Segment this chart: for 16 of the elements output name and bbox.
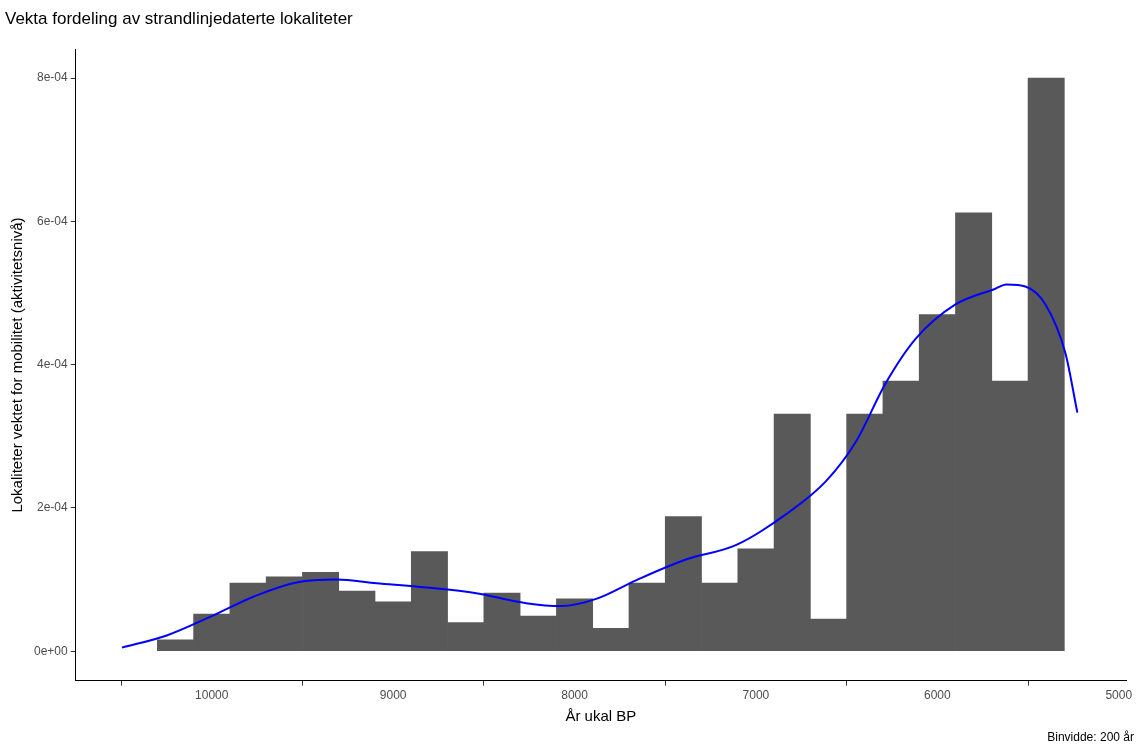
x-tick-label: 8000 [561,688,589,703]
y-tick-label: 2e-04 [37,500,69,515]
chart-title: Vekta fordeling av strandlinjedaterte lokaliteter [5,8,354,28]
y-tick-label: 8e-04 [37,70,69,85]
y-tick-label: 6e-04 [37,213,69,228]
x-tick-label: 7000 [742,688,770,703]
text: Binvidde: 200 år [1047,730,1134,745]
x-axis-title: År ukal BP [565,707,637,725]
y-axis-title: Lokaliteter vektet for mobilitet (aktivitetsnivå) [8,217,26,513]
x-tick-label: 9000 [379,688,407,703]
x-tick-label: 5000 [1105,688,1133,703]
y-tick-label: 0e+00 [34,643,69,658]
y-tick-label: 4e-04 [37,356,69,371]
x-tick-label: 10000 [195,688,229,703]
x-tick-label: 6000 [923,688,952,703]
line-series [120,283,1079,649]
